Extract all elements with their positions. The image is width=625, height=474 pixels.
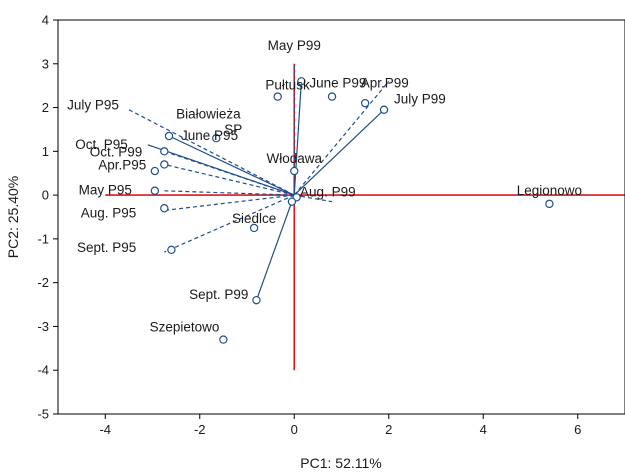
loading-vector [164, 194, 295, 253]
vector-label: Sept. P99 [189, 287, 248, 302]
vector-label: May P99 [268, 38, 321, 53]
y-tick-label: 0 [42, 188, 49, 203]
y-axis-title: PC2: 25.40% [5, 176, 21, 259]
vector-label: Apr.P95 [98, 157, 146, 172]
vector-label: Sept. P95 [77, 240, 136, 255]
x-tick-label: 0 [291, 422, 298, 437]
data-point [212, 133, 221, 143]
loading-vector [168, 135, 295, 196]
vector-label: Aug. P99 [300, 185, 356, 200]
y-tick-label: -5 [37, 407, 49, 422]
loading-vector [294, 194, 333, 203]
data-point [167, 245, 176, 255]
y-tick-label: 4 [42, 13, 49, 28]
point-label: Szepietowo [150, 320, 220, 335]
point-label: Białowieża [176, 107, 241, 122]
data-point [249, 223, 259, 233]
x-axis-title: PC1: 52.11% [300, 455, 381, 471]
vector-label: June P95 [181, 128, 238, 143]
data-point [287, 197, 297, 206]
data-point [360, 98, 370, 108]
loading-vector [128, 109, 295, 196]
data-point [290, 166, 299, 176]
data-point [297, 77, 306, 86]
y-tick-label: 1 [42, 144, 49, 159]
loading-vector [293, 109, 385, 196]
data-point [160, 147, 169, 156]
loading-vector [255, 194, 295, 301]
vector-label: July P99 [394, 92, 446, 107]
point-label: SP [224, 122, 242, 137]
loading-vector [164, 150, 295, 196]
data-point [327, 92, 337, 101]
y-tick-label: 2 [42, 100, 49, 115]
data-point [150, 186, 160, 195]
data-point [150, 166, 160, 176]
loading-vector [164, 163, 295, 196]
data-point [160, 204, 169, 213]
vector-label: Apr.P99 [361, 75, 409, 90]
data-point [164, 131, 174, 141]
data-point [379, 105, 389, 114]
point-label: Legionowo [517, 183, 582, 198]
vector-label: Oct. P95 [75, 137, 128, 152]
x-tick-label: -2 [194, 422, 206, 437]
data-point [219, 335, 228, 344]
point-label: Pułtusk [265, 78, 310, 93]
data-point [252, 295, 261, 305]
plot-background [58, 20, 625, 414]
x-tick-label: 6 [574, 422, 581, 437]
vector-label: June P99 [309, 75, 366, 90]
y-tick-label: -2 [37, 275, 49, 290]
loading-vector [161, 190, 295, 196]
y-tick-label: -4 [37, 363, 49, 378]
x-tick-label: -4 [99, 422, 111, 437]
loading-vector [164, 194, 295, 212]
loading-vector [293, 80, 390, 196]
x-tick-label: 4 [480, 422, 487, 437]
data-point [273, 92, 282, 101]
y-tick-label: -1 [37, 231, 49, 246]
vector-label: July P95 [67, 98, 119, 113]
point-label: Włodawa [266, 151, 322, 166]
vector-label: Oct. P99 [90, 144, 143, 159]
vector-label: May P95 [79, 183, 132, 198]
x-tick-label: 2 [385, 422, 392, 437]
y-tick-label: -3 [37, 319, 49, 334]
loading-vector [293, 81, 302, 196]
y-tick-label: 3 [42, 56, 49, 71]
vector-label: Aug. P95 [81, 205, 137, 220]
point-label: Siedlce [232, 211, 276, 226]
data-point [545, 199, 554, 209]
plot-frame [57, 19, 625, 415]
data-point [160, 160, 169, 169]
